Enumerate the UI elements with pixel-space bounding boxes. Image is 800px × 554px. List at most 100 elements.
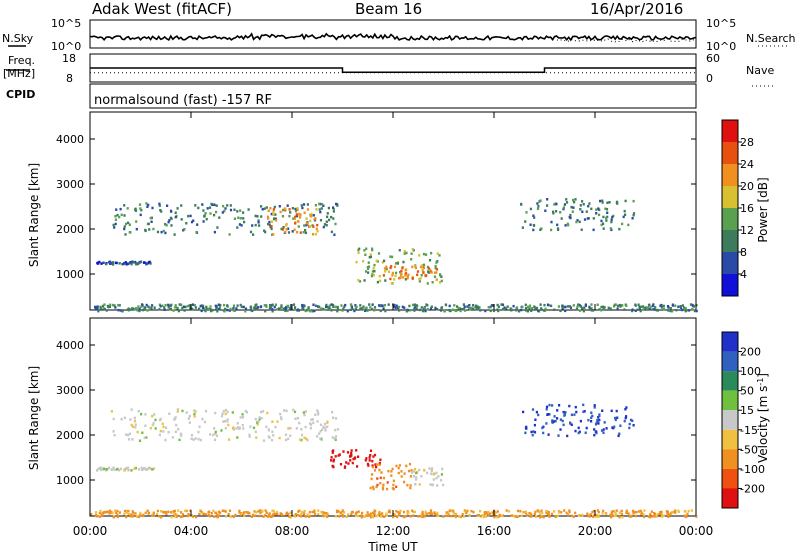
- data-cell: [370, 512, 373, 515]
- data-cell: [256, 423, 259, 426]
- data-cell: [181, 513, 185, 516]
- data-cell: [621, 304, 624, 307]
- data-cell: [287, 231, 291, 234]
- data-cell: [506, 305, 509, 308]
- data-cell: [99, 512, 103, 515]
- data-cell: [341, 509, 344, 512]
- data-cell: [568, 510, 571, 514]
- data-cell: [109, 303, 112, 307]
- data-cell: [272, 213, 275, 216]
- data-cell: [257, 221, 260, 224]
- data-cell: [378, 468, 381, 472]
- data-cell: [563, 509, 566, 512]
- data-cell: [590, 307, 593, 310]
- data-cell: [426, 282, 429, 285]
- data-cell: [373, 306, 377, 309]
- data-cell: [532, 430, 535, 433]
- data-cell: [244, 409, 247, 413]
- data-cell: [323, 426, 327, 430]
- colorbar-swatch: [722, 230, 738, 252]
- nsky-series: [89, 32, 697, 42]
- data-cell: [454, 309, 457, 312]
- data-cell: [379, 476, 382, 480]
- data-cell: [613, 514, 616, 517]
- data-cell: [129, 513, 132, 516]
- data-cell: [215, 434, 219, 437]
- data-cell: [373, 453, 377, 457]
- data-cell: [393, 304, 396, 307]
- data-cell: [123, 509, 127, 513]
- data-cell: [278, 436, 281, 440]
- data-cell: [642, 513, 645, 516]
- data-cell: [427, 271, 430, 274]
- data-cell: [229, 307, 232, 311]
- data-cell: [362, 305, 365, 308]
- data-cell: [625, 511, 628, 515]
- data-cell: [642, 305, 645, 308]
- data-cell: [378, 463, 381, 466]
- colorbar-swatch: [722, 164, 738, 186]
- data-cell: [311, 233, 315, 236]
- data-cell: [576, 305, 579, 308]
- data-cell: [395, 510, 398, 513]
- data-cell: [586, 512, 589, 515]
- data-cell: [428, 268, 432, 271]
- data-cell: [245, 510, 248, 514]
- data-cell: [403, 250, 406, 253]
- data-cell: [254, 304, 257, 307]
- data-cell: [109, 511, 112, 514]
- data-cell: [389, 266, 392, 270]
- data-cell: [170, 516, 173, 519]
- data-cell: [371, 464, 374, 467]
- data-cell: [614, 514, 617, 517]
- data-cell: [331, 436, 334, 439]
- data-cell: [118, 304, 121, 307]
- data-cell: [222, 204, 225, 208]
- data-cell: [152, 467, 156, 470]
- data-cell: [144, 511, 147, 515]
- data-cell: [130, 423, 133, 427]
- data-cell: [149, 426, 152, 430]
- data-cell: [382, 483, 385, 487]
- data-cell: [261, 410, 265, 413]
- data-cell: [396, 262, 399, 265]
- data-cell: [500, 514, 503, 517]
- data-cell: [142, 308, 145, 312]
- data-cell: [266, 411, 269, 415]
- data-cell: [530, 309, 533, 312]
- data-cell: [470, 306, 473, 310]
- data-cell: [128, 223, 131, 226]
- data-cell: [550, 220, 553, 224]
- data-cell: [226, 204, 229, 207]
- data-cell: [648, 303, 651, 307]
- data-cell: [418, 468, 421, 472]
- data-cell: [326, 421, 329, 424]
- data-cell: [274, 425, 277, 429]
- data-cell: [422, 252, 426, 256]
- data-cell: [315, 208, 318, 211]
- data-cell: [233, 208, 236, 211]
- colorbar-swatch: [722, 429, 738, 450]
- data-cell: [94, 511, 98, 514]
- data-cell: [372, 274, 375, 277]
- data-cell: [533, 306, 536, 309]
- data-cell: [123, 416, 126, 420]
- data-cell: [192, 219, 195, 222]
- data-cell: [364, 253, 367, 256]
- data-cell: [610, 220, 613, 224]
- data-cell: [574, 405, 577, 409]
- data-cell: [240, 224, 243, 227]
- data-cell: [114, 261, 117, 265]
- data-cell: [519, 510, 522, 513]
- data-cell: [375, 465, 378, 469]
- data-cell: [188, 514, 191, 517]
- data-cell: [264, 230, 267, 234]
- data-cell: [140, 468, 144, 471]
- data-cell: [314, 217, 317, 220]
- data-cell: [426, 265, 430, 269]
- data-cell: [139, 213, 142, 217]
- data-cell: [314, 232, 317, 236]
- data-cell: [391, 467, 394, 471]
- data-cell: [372, 487, 375, 491]
- data-cell: [199, 304, 202, 308]
